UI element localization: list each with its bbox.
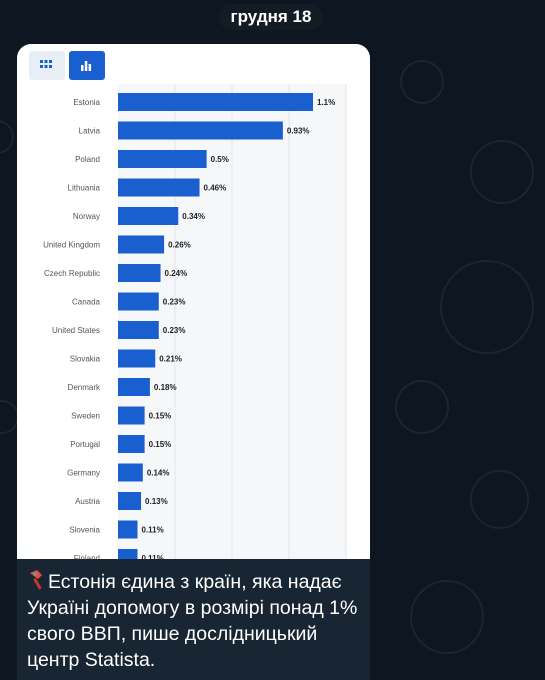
value-label: 0.18% [154, 383, 177, 392]
background-doodle [395, 380, 449, 434]
category-label: Lithuania [68, 184, 101, 193]
bar [118, 321, 159, 339]
category-label: Czech Republic [44, 269, 100, 278]
value-label: 0.5% [211, 155, 229, 164]
bar [118, 378, 150, 396]
category-label: Portugal [70, 440, 100, 449]
bar [118, 435, 145, 453]
value-label: 0.15% [149, 412, 172, 421]
value-label: 0.26% [168, 241, 191, 250]
value-label: 0.21% [159, 355, 182, 364]
bar [118, 235, 165, 254]
bar-chart: Estonia 1.1% Latvia 0.93% Poland 0.5% Lithuani… [43, 84, 347, 559]
category-label: Sweden [71, 412, 100, 421]
category-label: Austria [75, 497, 100, 506]
bar [118, 264, 161, 282]
category-label: United States [52, 326, 100, 335]
background-doodle [440, 260, 534, 354]
message-caption: Естонія єдина з країн, яка надає Україні… [17, 559, 370, 680]
category-label: Germany [67, 469, 100, 478]
bar [118, 207, 179, 225]
bar [118, 178, 200, 197]
category-label: Estonia [73, 98, 100, 107]
value-label: 0.15% [149, 440, 172, 449]
category-label: Norway [73, 212, 100, 221]
bar [118, 463, 143, 482]
value-label: 0.23% [163, 298, 186, 307]
value-label: 0.11% [142, 526, 164, 535]
bar [118, 121, 283, 140]
bar-chart-toggle[interactable] [69, 51, 105, 80]
category-label: Canada [72, 298, 101, 307]
value-label: 1.1% [317, 98, 335, 107]
category-label: Poland [75, 155, 100, 164]
bar [118, 549, 138, 559]
value-label: 0.34% [182, 212, 205, 221]
category-label: Latvia [79, 127, 101, 136]
table-grid-icon [40, 60, 52, 68]
date-header: грудня 18 [219, 4, 323, 30]
background-doodle [470, 140, 534, 204]
bar [118, 520, 138, 539]
category-label: Denmark [68, 383, 101, 392]
background-doodle [470, 470, 529, 529]
bar [118, 93, 313, 111]
bar [118, 492, 142, 510]
background-doodle [400, 60, 444, 104]
table-view-toggle[interactable] [29, 51, 65, 80]
caption-text: Естонія єдина з країн, яка надає Україні… [27, 571, 358, 671]
background-doodle [0, 120, 14, 154]
background-doodle [410, 580, 484, 654]
value-label: 0.93% [287, 127, 310, 136]
value-label: 0.23% [163, 326, 186, 335]
category-label: United Kingdom [43, 241, 100, 250]
category-label: Slovakia [70, 355, 101, 364]
bar [118, 150, 207, 168]
bar-chart-icon [81, 61, 92, 71]
value-label: 0.13% [145, 497, 168, 506]
message-image[interactable]: Estonia 1.1% Latvia 0.93% Poland 0.5% Lithuani… [17, 44, 370, 559]
value-label: 0.11% [142, 554, 164, 559]
tool-icon [30, 570, 42, 590]
bar [118, 349, 156, 368]
category-label: Finland [74, 554, 100, 559]
value-label: 0.14% [147, 469, 170, 478]
value-label: 0.46% [204, 184, 227, 193]
bar [118, 292, 159, 311]
bar [118, 406, 145, 425]
value-label: 0.24% [165, 269, 188, 278]
category-label: Slovenia [69, 526, 100, 535]
